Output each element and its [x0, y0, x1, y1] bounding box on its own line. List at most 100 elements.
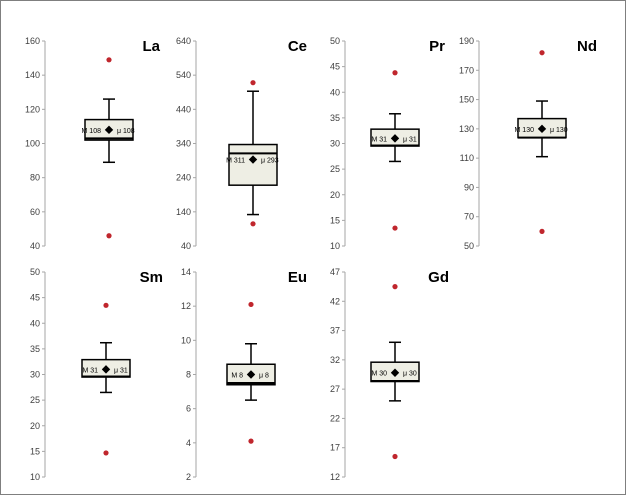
gd-median-label: M 30: [371, 371, 387, 378]
pr-tick-label: 50: [330, 36, 340, 46]
sm-outlier-point: [103, 450, 109, 456]
nd-title: Nd: [577, 38, 597, 55]
pr-tick-label: 30: [330, 139, 340, 149]
eu-title: Eu: [288, 269, 307, 286]
gd-title: Gd: [428, 269, 449, 286]
sm-tick-label: 30: [30, 370, 40, 380]
la-mean-label: μ 108: [117, 128, 135, 135]
nd-mean-label: μ 130: [550, 127, 568, 134]
pr-mean-label: μ 31: [403, 136, 417, 143]
ce-tick-label: 240: [176, 173, 191, 183]
eu-tick-label: 10: [181, 335, 191, 345]
nd-outlier-point: [539, 228, 545, 234]
ce-tick-label: 140: [176, 207, 191, 217]
nd-tick-label: 110: [460, 153, 474, 163]
sm-tick-label: 35: [30, 344, 40, 354]
ce-tick-label: 440: [176, 104, 191, 114]
nd-tick-label: 150: [459, 95, 474, 105]
sm-outlier-point: [103, 302, 109, 308]
eu-mean-marker: [246, 370, 256, 379]
ce-mean-label: μ 293: [261, 158, 279, 165]
la-tick-label: 40: [30, 241, 40, 251]
sm-tick-label: 45: [30, 293, 40, 303]
pr-tick-label: 10: [330, 241, 340, 251]
ce-tick-label: 340: [176, 139, 191, 149]
pr-tick-label: 40: [330, 87, 340, 97]
sm-mean-label: μ 31: [114, 367, 128, 374]
gd-tick-label: 17: [330, 443, 340, 453]
nd-tick-label: 50: [464, 241, 474, 251]
la-tick-label: 60: [30, 207, 40, 217]
ce-outlier-point: [250, 221, 256, 227]
ce-title: Ce: [288, 38, 307, 55]
gd-tick-label: 12: [330, 472, 340, 482]
gd-mean-marker: [390, 368, 400, 377]
pr-outlier-point: [392, 225, 398, 231]
sm-tick-label: 10: [30, 472, 40, 482]
sm-tick-label: 50: [30, 267, 40, 277]
pr-tick-label: 15: [330, 215, 340, 225]
la-outlier-point: [106, 57, 112, 63]
eu-tick-label: 14: [181, 267, 191, 277]
la-tick-label: 140: [25, 70, 40, 80]
pr-tick-label: 25: [330, 164, 340, 174]
nd-tick-label: 90: [464, 182, 474, 192]
eu-tick-label: 12: [181, 301, 191, 311]
pr-tick-label: 45: [330, 62, 340, 72]
la-tick-label: 100: [25, 139, 40, 149]
nd-mean-marker: [537, 124, 547, 134]
gd-tick-label: 32: [330, 355, 340, 365]
ce-tick-label: 640: [176, 36, 191, 46]
ce-median-label: M 311: [226, 158, 245, 165]
la-tick-label: 120: [25, 104, 40, 114]
la-title: La: [142, 38, 160, 55]
eu-tick-label: 6: [186, 404, 191, 414]
pr-title: Pr: [429, 38, 445, 55]
eu-tick-label: 4: [186, 438, 191, 448]
gd-mean-label: μ 30: [403, 371, 417, 378]
sm-tick-label: 15: [30, 446, 40, 456]
sm-median-label: M 31: [82, 367, 98, 374]
la-outlier-point: [106, 233, 112, 239]
nd-tick-label: 130: [459, 124, 474, 134]
pr-tick-label: 35: [330, 113, 340, 123]
nd-tick-label: 170: [459, 65, 474, 75]
pr-median-label: M 31: [371, 136, 387, 143]
ce-box: [228, 143, 278, 186]
gd-outlier-point: [392, 284, 398, 290]
ce-tick-label: 40: [181, 241, 191, 251]
gd-outlier-point: [392, 453, 398, 460]
eu-outlier-point: [248, 438, 254, 444]
ce-mean-marker: [248, 155, 258, 164]
sm-mean-marker: [101, 365, 111, 374]
eu-median-label: M 8: [231, 373, 243, 380]
gd-tick-label: 37: [330, 326, 340, 336]
la-tick-label: 160: [25, 36, 40, 46]
eu-tick-label: 8: [186, 370, 191, 380]
eu-outlier-point: [248, 301, 254, 308]
sm-tick-label: 40: [30, 318, 40, 328]
gd-tick-label: 47: [330, 267, 340, 277]
nd-outlier-point: [539, 50, 545, 56]
gd-tick-label: 27: [330, 384, 340, 394]
nd-median-label: M 130: [515, 127, 535, 134]
ce-outlier-point: [250, 80, 256, 86]
eu-mean-label: μ 8: [259, 373, 269, 380]
sm-tick-label: 20: [30, 421, 40, 431]
ce-tick-label: 540: [176, 70, 191, 80]
pr-tick-label: 20: [330, 190, 340, 200]
eu-tick-label: 2: [186, 472, 191, 482]
sm-title: Sm: [140, 269, 163, 286]
gd-tick-label: 22: [330, 413, 340, 423]
nd-tick-label: 70: [464, 212, 474, 222]
pr-outlier-point: [392, 70, 398, 76]
nd-tick-label: 190: [459, 36, 474, 46]
la-mean-marker: [104, 125, 114, 135]
pr-mean-marker: [390, 134, 400, 143]
gd-tick-label: 42: [330, 296, 340, 306]
la-tick-label: 80: [30, 173, 40, 183]
sm-tick-label: 25: [30, 395, 40, 405]
la-median-label: M 108: [82, 128, 102, 135]
